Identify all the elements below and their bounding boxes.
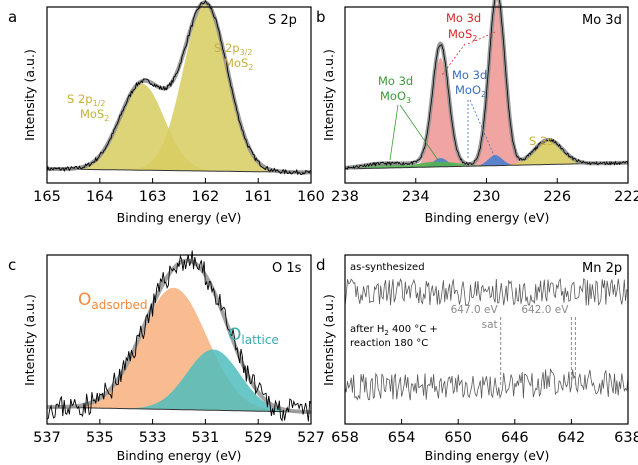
panel-b-tick-label-2: 230 (473, 189, 501, 205)
panel-d-tick-label-3: 646 (501, 430, 529, 446)
panel-a: 165 164 163 162 161 160 a S 2p Binding energy… (8, 0, 325, 225)
panel-a-peak-0 (47, 83, 311, 173)
panel-a-peak-1 (47, 3, 311, 173)
panel-c-frame (46, 254, 312, 425)
panel-d-frame (344, 254, 629, 425)
panel-b-moo3-connector-2 (399, 104, 439, 161)
panel-b-mos2-connector-1 (441, 43, 466, 76)
panel-d: 658 654 650 646 642 638 d Mn 2p Binding energ… (316, 254, 638, 463)
panel-d-tick-label-0: 658 (331, 430, 359, 446)
panel-d-x-axis-label: Binding energy (eV) (425, 448, 550, 463)
panel-a-letter: a (8, 8, 17, 26)
panel-b-tick-label-1: 234 (402, 189, 430, 205)
panel-a-x-ticks: 165 164 163 162 161 160 (33, 178, 325, 205)
panel-b-peak-6 (345, 139, 628, 169)
panel-c-peak-1 (47, 349, 311, 413)
panel-b-x-ticks: 238 234 230 226 222 (331, 178, 638, 205)
panel-c-tick-label-2: 533 (139, 430, 167, 446)
panel-b-peak-2 (345, 155, 628, 169)
panel-b-peak-0 (345, 3, 628, 169)
panel-b-tick-label-3: 226 (543, 189, 571, 205)
panel-a-peak2-species: MoS2 (224, 56, 253, 72)
panel-d-marker-label-1: 642.0 eV (521, 304, 569, 316)
panel-b-mos2-label-1: Mo 3d (446, 11, 481, 25)
panel-d-tick-label-5: 638 (614, 430, 638, 446)
panel-c-peak-0 (47, 287, 311, 413)
panel-b: 238 234 230 226 222 b Mo 3d Binding energy (… (316, 0, 638, 225)
panel-c-plot-area (46, 250, 312, 422)
panel-a-peak1-label: S 2p1/2 (67, 92, 105, 108)
panel-c: 537 535 533 531 529 527 c O 1s Binding energy… (8, 250, 325, 463)
panel-d-y-axis-label: Intensity (a.u.) (321, 294, 336, 386)
panel-b-moo3-label-1: Mo 3d (378, 74, 413, 88)
panel-b-x-axis-label: Binding energy (eV) (425, 210, 550, 225)
panel-b-plot-area (344, 0, 629, 170)
panel-a-plot-area (46, 0, 312, 176)
panel-a-background-line (46, 168, 311, 173)
panel-b-moo2-label-2: MoO2 (455, 83, 486, 99)
panel-a-tick-label-0: 165 (33, 189, 61, 205)
panel-a-tick-label-1: 164 (86, 189, 114, 205)
panel-c-tick-label-0: 537 (33, 430, 61, 446)
panel-a-title: S 2p (268, 13, 297, 28)
panel-b-raw-spectrum (344, 0, 629, 170)
panel-a-tick-label-4: 161 (244, 189, 272, 205)
panel-b-mos2-label-2: MoS2 (448, 27, 477, 43)
panel-b-s2s-label: S 2s (529, 134, 553, 148)
panel-b-letter: b (316, 8, 326, 26)
panel-b-title: Mo 3d (582, 13, 622, 28)
panel-b-moo3-label-2: MoO3 (380, 89, 411, 105)
panel-d-spectrum-0 (344, 278, 629, 306)
panel-d-letter: d (316, 256, 326, 274)
panel-d-bottom-spectrum-label-1: after H2 400 °C + (350, 324, 438, 337)
panel-a-tick-label-2: 163 (139, 189, 167, 205)
panel-d-spectrum-1 (344, 368, 629, 401)
panel-a-peak1-species: MoS2 (80, 107, 109, 123)
panel-c-tick-label-3: 531 (192, 430, 220, 446)
panel-c-tick-label-4: 529 (244, 430, 272, 446)
panel-d-tick-label-1: 654 (388, 430, 416, 446)
panel-b-tick-label-4: 222 (614, 189, 638, 205)
panel-c-x-axis-label: Binding energy (eV) (117, 448, 242, 463)
panel-c-y-axis-label: Intensity (a.u.) (22, 294, 37, 386)
panel-d-marker-label-0: 647.0 eV (451, 304, 499, 316)
panel-d-plot-area (344, 278, 629, 401)
panel-a-tick-label-5: 160 (297, 189, 325, 205)
panel-c-raw-spectrum (46, 250, 312, 422)
panel-d-bottom-spectrum-label-2: reaction 180 °C (350, 338, 428, 349)
panel-d-tick-label-2: 650 (444, 430, 472, 446)
panel-a-x-axis-label: Binding energy (eV) (117, 210, 242, 225)
panel-c-adsorbed-label: Oadsorbed (78, 290, 148, 312)
panel-d-x-ticks: 658 654 650 646 642 638 (331, 419, 638, 446)
panel-d-marker-note-0: sat (482, 319, 498, 331)
panel-b-tick-label-0: 238 (331, 189, 359, 205)
panel-b-mos2-connector-2 (467, 31, 496, 45)
panel-a-frame (46, 6, 312, 184)
panel-c-tick-label-5: 527 (297, 430, 325, 446)
panel-c-letter: c (8, 256, 16, 274)
panel-c-x-ticks: 537 535 533 531 529 527 (33, 419, 325, 446)
panel-c-title: O 1s (272, 261, 302, 276)
panel-d-tick-label-4: 642 (558, 430, 586, 446)
panel-b-y-axis-label: Intensity (a.u.) (321, 49, 336, 141)
panel-b-moo2-label-1: Mo 3d (452, 68, 487, 82)
panel-a-raw-spectrum (46, 0, 312, 176)
panel-d-markers: 647.0 eV sat 642.0 eV (451, 304, 576, 385)
panel-a-tick-label-3: 162 (192, 189, 220, 205)
panel-b-moo2-connector-2 (469, 99, 497, 161)
panel-c-tick-label-1: 535 (86, 430, 114, 446)
panel-b-moo3-connector-1 (389, 104, 399, 161)
panel-d-title: Mn 2p (582, 261, 622, 276)
panel-d-top-spectrum-label: as-synthesized (350, 262, 425, 273)
panel-c-lattice-label: Olattice (228, 325, 279, 347)
panel-a-y-axis-label: Intensity (a.u.) (22, 49, 37, 141)
panel-a-peak2-label: S 2p3/2 (214, 41, 252, 57)
